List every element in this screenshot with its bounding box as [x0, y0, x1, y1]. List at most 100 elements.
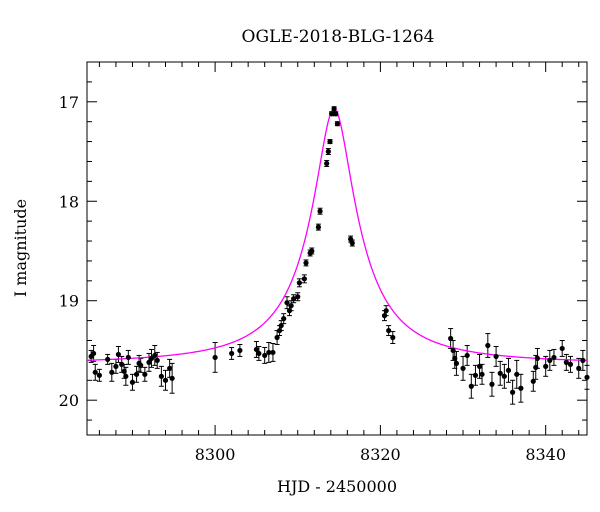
data-point	[479, 371, 485, 377]
data-point	[452, 355, 458, 362]
axis-ticks	[87, 61, 587, 435]
data-point	[327, 138, 333, 145]
data-point	[138, 362, 144, 368]
data-point	[510, 389, 516, 395]
data-point	[533, 364, 539, 370]
plot-area: 8300 8320 8340 17 18 19 20	[59, 61, 590, 464]
data-point	[450, 347, 456, 354]
data-point	[476, 363, 483, 369]
plot-frame	[86, 61, 588, 436]
error-bars	[88, 106, 590, 405]
data-point	[167, 365, 173, 371]
data-point	[169, 375, 175, 381]
data-point	[253, 346, 260, 353]
data-point	[109, 369, 115, 375]
data-point	[584, 374, 590, 380]
data-point	[315, 224, 322, 230]
data-point	[485, 342, 491, 349]
y-tick-label: 20	[59, 391, 79, 410]
data-point	[567, 361, 574, 367]
data-point	[154, 357, 160, 363]
data-point	[288, 303, 294, 309]
data-point	[547, 357, 553, 363]
data-point	[501, 373, 507, 379]
data-point	[301, 276, 307, 282]
data-point	[303, 260, 309, 266]
x-tick-label: 8300	[195, 445, 236, 464]
y-tick-label: 19	[59, 292, 79, 311]
data-point	[334, 121, 341, 127]
data-point	[142, 371, 148, 377]
data-point	[383, 308, 389, 314]
data-point	[530, 378, 536, 384]
data-point	[284, 300, 290, 306]
data-point	[295, 294, 301, 300]
data-point	[237, 347, 243, 354]
data-point	[286, 308, 293, 314]
x-axis-label: HJD - 2450000	[277, 477, 397, 496]
data-point	[551, 354, 557, 361]
data-point	[580, 357, 586, 363]
model-curve	[86, 108, 588, 362]
data-point	[348, 236, 354, 242]
y-tick-label: 18	[59, 192, 79, 211]
data-point	[493, 353, 499, 360]
data-point	[514, 371, 520, 377]
data-point	[270, 349, 276, 356]
data-point	[158, 373, 164, 379]
data-point	[325, 148, 331, 155]
tick-labels: 8300 8320 8340 17 18 19 20	[59, 93, 566, 464]
data-point	[448, 335, 454, 342]
data-point	[386, 327, 392, 334]
data-point	[278, 322, 284, 329]
data-point	[464, 352, 470, 359]
data-point	[276, 327, 283, 334]
data-point	[518, 385, 524, 391]
data-point	[121, 368, 127, 374]
data-point	[119, 361, 125, 367]
data-point	[460, 365, 466, 371]
data-point	[262, 352, 268, 359]
data-point	[472, 372, 479, 378]
data-point	[468, 383, 474, 389]
data-point	[129, 379, 136, 385]
data-point	[281, 316, 287, 322]
x-tick-label: 8340	[525, 445, 566, 464]
data-point	[296, 280, 302, 286]
y-axis-label: I magnitude	[11, 199, 30, 297]
data-point	[212, 354, 218, 361]
data-point	[563, 359, 569, 365]
data-point	[229, 350, 235, 357]
data-point	[266, 349, 272, 356]
data-point	[152, 352, 158, 359]
data-point	[453, 360, 460, 366]
data-point	[123, 373, 129, 379]
data-point	[329, 111, 335, 117]
data-point	[256, 350, 262, 357]
data-point	[92, 369, 98, 375]
chart-title: OGLE-2018-BLG-1264	[242, 27, 435, 47]
data-point	[115, 351, 122, 358]
data-point	[559, 345, 565, 352]
data-point	[534, 355, 541, 362]
data-point	[349, 240, 355, 246]
data-point	[274, 334, 280, 341]
data-point	[381, 313, 388, 319]
data-point	[317, 208, 323, 214]
data-points	[88, 106, 590, 395]
data-point	[291, 296, 297, 302]
data-point	[96, 372, 102, 378]
data-point	[91, 350, 97, 357]
data-point	[333, 111, 339, 117]
y-tick-label: 17	[59, 93, 79, 112]
data-point	[390, 334, 396, 341]
data-point	[113, 363, 119, 369]
data-point	[105, 356, 111, 363]
data-point	[576, 365, 582, 371]
data-point	[309, 248, 315, 254]
data-point	[543, 363, 549, 369]
data-point	[148, 355, 155, 362]
data-point	[331, 106, 337, 112]
data-point	[497, 370, 503, 376]
